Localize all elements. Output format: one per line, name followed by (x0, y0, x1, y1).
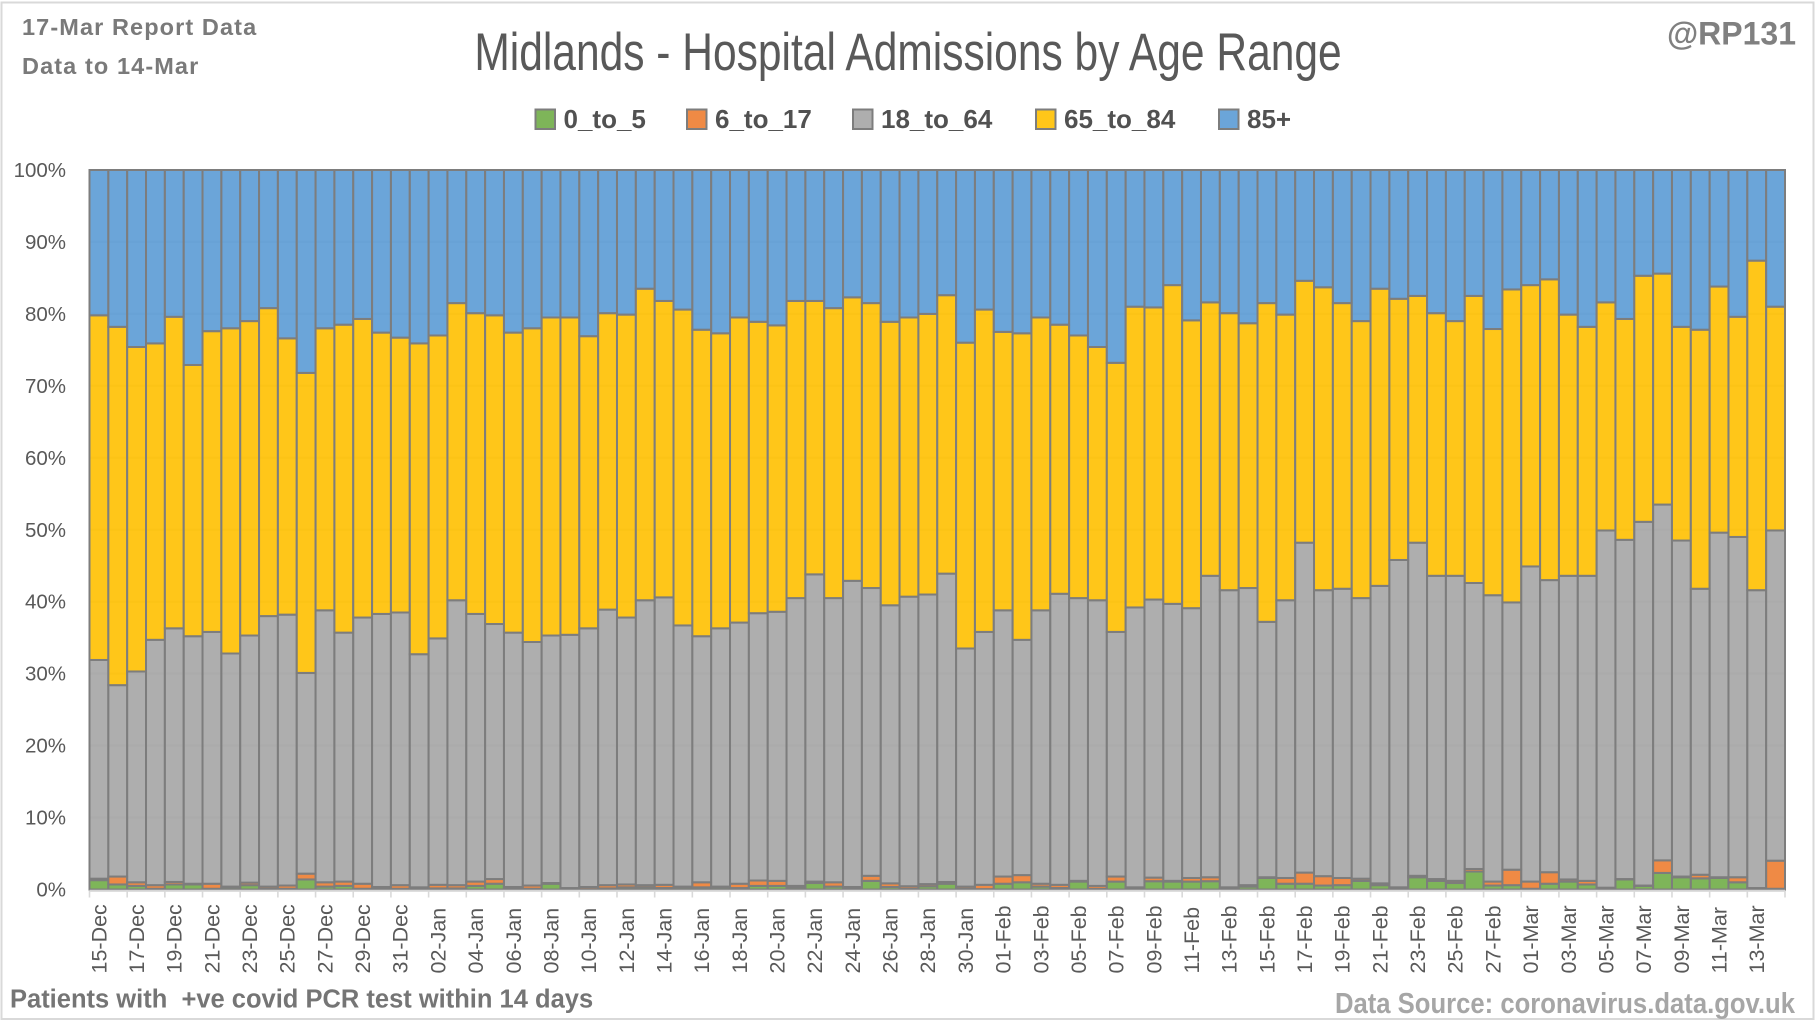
svg-text:08-Jan: 08-Jan (540, 908, 564, 974)
svg-text:09-Mar: 09-Mar (1670, 905, 1694, 973)
svg-text:19-Feb: 19-Feb (1331, 905, 1355, 973)
svg-text:60%: 60% (25, 447, 66, 470)
svg-text:25-Feb: 25-Feb (1444, 905, 1468, 973)
svg-text:13-Mar: 13-Mar (1745, 905, 1769, 973)
svg-text:21-Feb: 21-Feb (1368, 905, 1392, 973)
svg-text:27-Feb: 27-Feb (1481, 905, 1505, 973)
svg-text:Data Source: coronavirus.data.: Data Source: coronavirus.data.gov.uk (1335, 987, 1796, 1020)
svg-text:01-Feb: 01-Feb (992, 905, 1016, 973)
svg-text:01-Mar: 01-Mar (1519, 905, 1543, 973)
svg-text:03-Feb: 03-Feb (1029, 905, 1053, 973)
svg-text:17-Dec: 17-Dec (125, 904, 149, 974)
svg-text:80%: 80% (25, 303, 66, 326)
svg-text:15-Dec: 15-Dec (87, 904, 111, 974)
svg-text:20-Jan: 20-Jan (766, 908, 790, 974)
svg-text:30%: 30% (25, 663, 66, 686)
svg-text:40%: 40% (25, 591, 66, 614)
svg-text:09-Feb: 09-Feb (1142, 905, 1166, 973)
svg-text:24-Jan: 24-Jan (841, 908, 865, 974)
svg-text:18_to_64: 18_to_64 (881, 104, 993, 134)
svg-text:22-Jan: 22-Jan (803, 908, 827, 974)
svg-text:85+: 85+ (1247, 104, 1291, 134)
svg-text:10%: 10% (25, 807, 66, 830)
svg-text:10-Jan: 10-Jan (577, 908, 601, 974)
svg-text:Midlands - Hospital Admissions: Midlands - Hospital Admissions by Age Ra… (474, 24, 1341, 82)
svg-text:13-Feb: 13-Feb (1218, 905, 1242, 973)
svg-text:15-Feb: 15-Feb (1255, 905, 1279, 973)
svg-text:90%: 90% (25, 231, 66, 254)
svg-text:23-Dec: 23-Dec (238, 904, 262, 974)
svg-text:29-Dec: 29-Dec (351, 904, 375, 974)
svg-text:Data to 14-Mar: Data to 14-Mar (22, 53, 199, 79)
svg-text:50%: 50% (25, 519, 66, 542)
svg-text:30-Jan: 30-Jan (954, 908, 978, 974)
svg-text:23-Feb: 23-Feb (1406, 905, 1430, 973)
svg-text:27-Dec: 27-Dec (313, 904, 337, 974)
svg-text:14-Jan: 14-Jan (653, 908, 677, 974)
svg-text:20%: 20% (25, 735, 66, 758)
svg-text:11-Feb: 11-Feb (1180, 907, 1204, 974)
svg-text:28-Jan: 28-Jan (916, 908, 940, 974)
svg-text:18-Jan: 18-Jan (728, 908, 752, 974)
svg-text:26-Jan: 26-Jan (879, 908, 903, 974)
svg-text:6_to_17: 6_to_17 (715, 104, 812, 134)
svg-text:19-Dec: 19-Dec (163, 904, 187, 974)
svg-text:06-Jan: 06-Jan (502, 908, 526, 974)
svg-text:Patients with +ve covid PCR t: Patients with +ve covid PCR test within … (10, 986, 593, 1014)
svg-text:05-Mar: 05-Mar (1594, 905, 1618, 973)
svg-text:0%: 0% (36, 879, 66, 902)
svg-text:03-Mar: 03-Mar (1557, 905, 1581, 973)
svg-text:07-Mar: 07-Mar (1632, 905, 1656, 973)
svg-text:04-Jan: 04-Jan (464, 908, 488, 974)
svg-text:17-Feb: 17-Feb (1293, 905, 1317, 973)
svg-text:05-Feb: 05-Feb (1067, 905, 1091, 973)
svg-text:100%: 100% (14, 159, 66, 182)
svg-text:07-Feb: 07-Feb (1105, 905, 1129, 973)
svg-text:02-Jan: 02-Jan (426, 908, 450, 974)
svg-text:70%: 70% (25, 375, 66, 398)
svg-text:11-Mar: 11-Mar (1708, 907, 1732, 974)
svg-text:31-Dec: 31-Dec (389, 904, 413, 974)
svg-text:25-Dec: 25-Dec (276, 904, 300, 974)
svg-text:16-Jan: 16-Jan (690, 908, 714, 974)
svg-text:12-Jan: 12-Jan (615, 908, 639, 974)
svg-text:@RP131: @RP131 (1667, 16, 1796, 52)
svg-text:0_to_5: 0_to_5 (564, 104, 646, 134)
svg-text:21-Dec: 21-Dec (200, 904, 224, 974)
svg-text:17-Mar Report Data: 17-Mar Report Data (22, 14, 257, 40)
svg-text:65_to_84: 65_to_84 (1064, 104, 1176, 134)
